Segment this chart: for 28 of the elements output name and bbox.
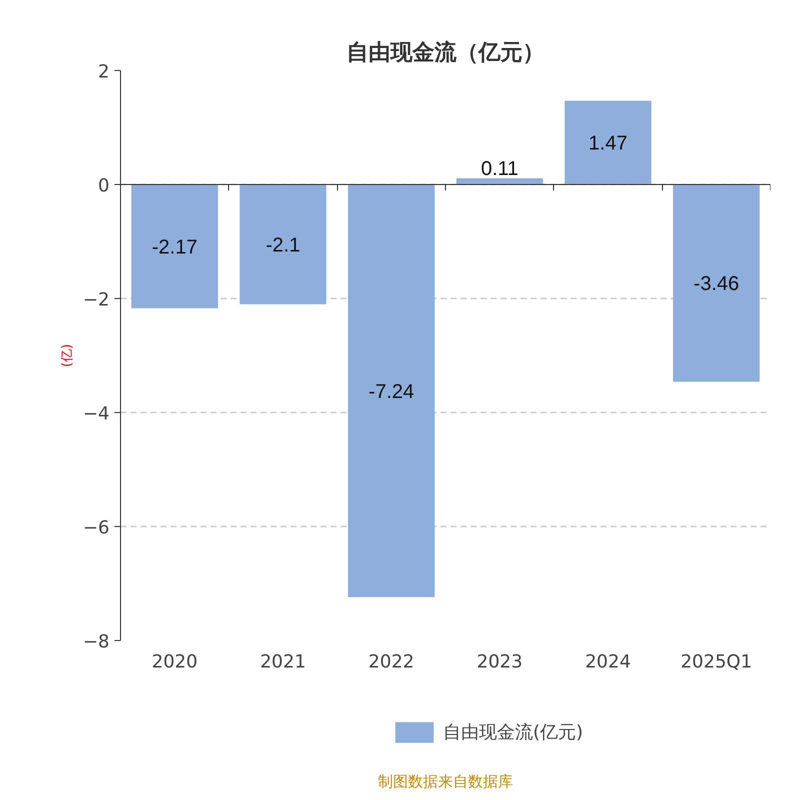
x-tick-label: 2020 xyxy=(152,652,198,672)
y-tick-label: −4 xyxy=(82,404,110,424)
bar xyxy=(673,184,760,382)
bar xyxy=(564,100,652,184)
bar xyxy=(240,184,326,304)
y-axis-title: (亿) xyxy=(60,344,75,368)
chart-title: 自由现金流（亿元） xyxy=(346,40,544,66)
bar xyxy=(131,184,218,308)
data-label: -3.46 xyxy=(694,273,740,296)
data-label: 1.47 xyxy=(588,132,628,155)
y-tick-label: 0 xyxy=(98,176,110,196)
y-tick-label: −8 xyxy=(82,632,110,652)
y-tick-label: −6 xyxy=(82,518,110,538)
data-label: -2.17 xyxy=(152,236,198,258)
x-tick-label: 2021 xyxy=(260,652,306,672)
y-tick-label: 2 xyxy=(98,62,110,82)
legend-label: 自由现金流(亿元) xyxy=(443,721,584,744)
bar xyxy=(348,184,435,598)
x-tick-label: 2025Q1 xyxy=(680,652,752,672)
y-tick-label: −2 xyxy=(82,290,110,310)
data-label: -2.1 xyxy=(266,234,300,256)
x-tick-label: 2023 xyxy=(476,652,523,672)
x-tick-label: 2022 xyxy=(368,652,414,672)
bar xyxy=(456,178,543,184)
data-label: -7.24 xyxy=(368,380,414,403)
text: 制图数据来自数据库 xyxy=(378,772,513,791)
x-tick-label: 2024 xyxy=(585,652,631,672)
data-label: 0.11 xyxy=(480,158,518,180)
